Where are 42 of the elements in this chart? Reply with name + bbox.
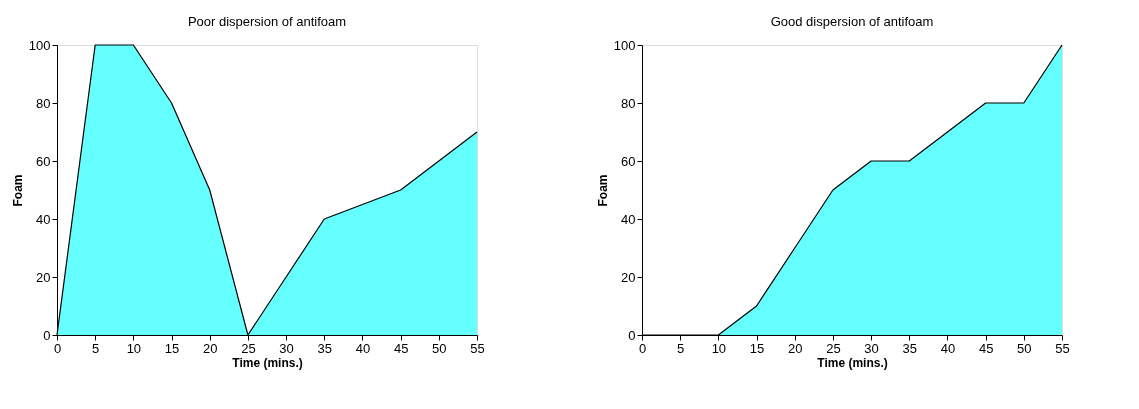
x-tick-label: 10	[126, 340, 142, 356]
y-tick-label: 20	[621, 269, 636, 285]
x-tick-label: 25	[826, 340, 841, 356]
y-tick-label: 40	[621, 211, 636, 227]
x-tick-label: 20	[202, 340, 218, 356]
x-tick-label: 50	[1017, 340, 1032, 356]
x-tick-label: 5	[677, 340, 685, 356]
y-tick-label: 100	[28, 37, 51, 53]
x-tick-label: 45	[978, 340, 994, 356]
chart-title: Poor dispersion of antifoam	[187, 14, 347, 29]
y-axis-title: Foam	[10, 174, 25, 207]
x-tick-label: 50	[432, 340, 447, 356]
y-tick-label: 80	[621, 95, 636, 111]
x-axis-title: Time (mins.)	[232, 355, 303, 370]
x-tick-label: 40	[355, 340, 371, 356]
x-tick-label: 15	[749, 340, 765, 356]
x-tick-label: 20	[787, 340, 803, 356]
x-tick-label: 35	[902, 340, 918, 356]
x-tick-label: 15	[164, 340, 180, 356]
x-tick-label: 55	[1055, 340, 1070, 356]
x-tick-label: 5	[92, 340, 100, 356]
x-tick-label: 45	[393, 340, 409, 356]
y-tick-label: 60	[621, 153, 636, 169]
y-tick-label: 0	[43, 327, 51, 343]
y-tick-label: 40	[36, 211, 51, 227]
x-tick-label: 0	[53, 340, 62, 356]
y-tick-label: 0	[628, 327, 636, 343]
y-tick-label: 100	[613, 37, 636, 53]
y-tick-label: 80	[36, 95, 51, 111]
y-tick-label: 20	[36, 269, 51, 285]
x-axis-title: Time (mins.)	[817, 355, 888, 370]
x-tick-label: 0	[638, 340, 647, 356]
x-tick-label: 25	[241, 340, 256, 356]
x-tick-label: 30	[279, 340, 294, 356]
x-tick-label: 35	[317, 340, 333, 356]
x-tick-label: 55	[470, 340, 485, 356]
x-tick-label: 30	[864, 340, 879, 356]
x-tick-label: 40	[940, 340, 956, 356]
y-axis-title: Foam	[595, 174, 610, 207]
x-tick-label: 10	[711, 340, 727, 356]
chart-title: Good dispersion of antifoam	[770, 14, 934, 29]
y-tick-label: 60	[36, 153, 51, 169]
